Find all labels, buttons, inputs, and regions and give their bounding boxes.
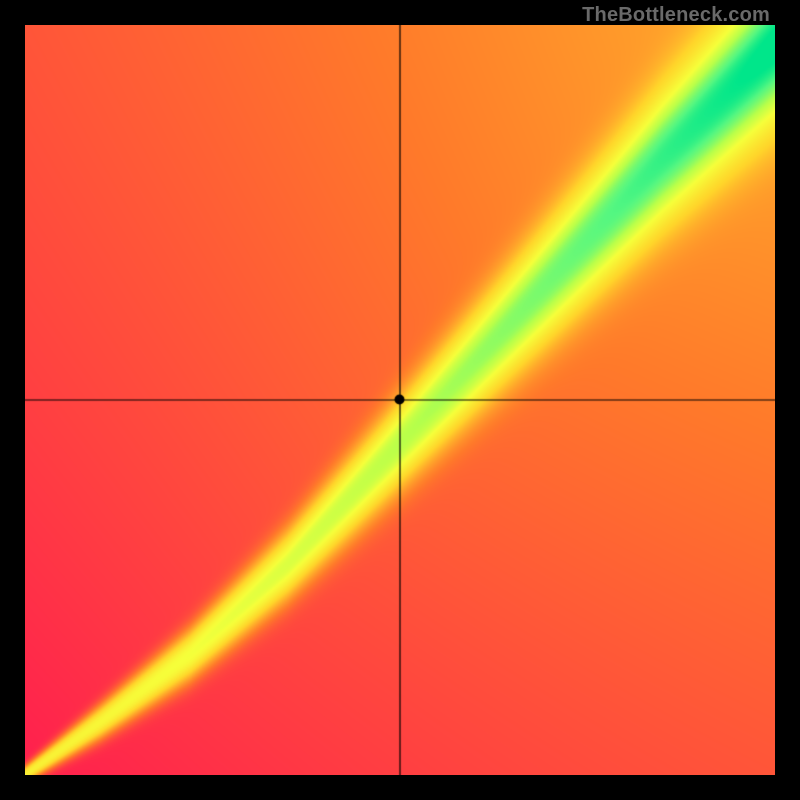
heatmap-canvas (25, 25, 775, 775)
chart-container: TheBottleneck.com (0, 0, 800, 800)
watermark-text: TheBottleneck.com (582, 4, 770, 27)
